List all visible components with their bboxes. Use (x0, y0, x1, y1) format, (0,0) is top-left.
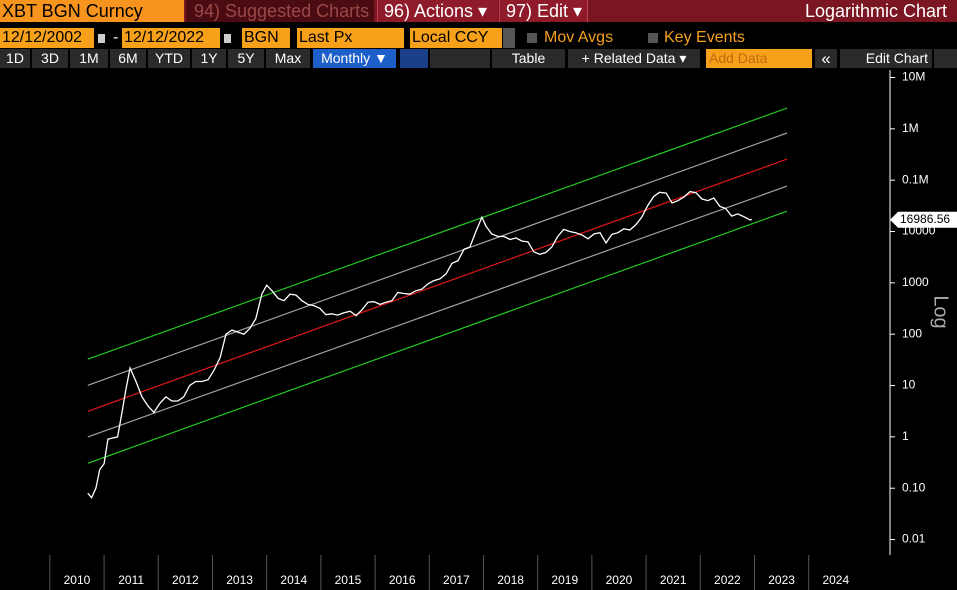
field[interactable]: Last Px (297, 28, 404, 48)
collapse[interactable]: « (815, 49, 837, 68)
chart-icons[interactable] (430, 49, 490, 68)
y-tick-label: 10 (902, 378, 916, 392)
x-tick-label: 2018 (497, 573, 524, 587)
edit-chart[interactable]: Edit Chart (840, 49, 932, 68)
x-tick-label: 2016 (389, 573, 416, 587)
line-icon[interactable] (400, 49, 428, 68)
calendar-icon[interactable] (96, 32, 107, 45)
calendar-icon[interactable] (222, 32, 233, 45)
related-data[interactable]: + Related Data ▾ (568, 49, 700, 68)
x-tick-label: 2019 (551, 573, 578, 587)
x-tick-label: 2014 (280, 573, 307, 587)
currency[interactable]: Local CCY (410, 28, 502, 48)
last-value-label: 16986.56 (900, 212, 950, 226)
x-tick-label: 2017 (443, 573, 470, 587)
x-tick-label: 2021 (660, 573, 687, 587)
y-tick-label: 0.10 (902, 480, 926, 494)
x-tick-label: 2011 (118, 573, 144, 587)
line (87, 132, 788, 386)
checkbox[interactable] (648, 33, 658, 43)
security[interactable]: XBT BGN Curncy (0, 0, 184, 22)
x-tick-label: 2010 (64, 573, 91, 587)
y-tick-label: 0.1M (902, 172, 929, 186)
edit-menu[interactable]: 97) Edit ▾ (499, 0, 588, 22)
mov-avgs[interactable]: Mov Avgs (544, 29, 614, 46)
y-tick-label: 10M (902, 70, 925, 84)
key-events[interactable]: Key Events (664, 29, 745, 46)
checkbox[interactable] (527, 33, 537, 43)
x-tick-label: 2012 (172, 573, 199, 587)
chart-mode: Logarithmic Chart (804, 1, 947, 21)
period-button[interactable]: 1M (70, 49, 108, 68)
y-tick-label: 1 (902, 429, 909, 443)
y-tick-label: 1M (902, 121, 919, 135)
period-button[interactable]: 1D (0, 49, 30, 68)
line (87, 190, 752, 500)
y-tick-label: 1000 (902, 275, 929, 289)
period-button[interactable]: 1Y (192, 49, 226, 68)
add-data[interactable]: Add Data (706, 49, 812, 68)
x-tick-label: 2020 (606, 573, 633, 587)
period-button[interactable]: 3D (32, 49, 68, 68)
source[interactable]: BGN (242, 28, 290, 48)
suggested-charts[interactable]: 94) Suggested Charts (186, 0, 374, 22)
table-button[interactable]: Table (492, 49, 565, 68)
y-tick-label: 100 (902, 326, 922, 340)
line (87, 185, 788, 438)
date-separator: - (113, 29, 119, 46)
actions-menu[interactable]: 96) Actions ▾ (377, 0, 498, 22)
x-tick-label: 2015 (335, 573, 362, 587)
line (87, 158, 788, 412)
period-button[interactable]: 6M (110, 49, 146, 68)
period-button[interactable]: YTD (148, 49, 190, 68)
line (87, 107, 788, 360)
start-date[interactable]: 12/12/2002 (0, 28, 94, 48)
currency-dropdown[interactable] (503, 28, 515, 48)
x-tick-label: 2022 (714, 573, 741, 587)
y-tick-label: 0.01 (902, 532, 926, 546)
settings-icon[interactable] (934, 49, 957, 68)
period-button[interactable]: Max (266, 49, 310, 68)
period-button[interactable]: 5Y (228, 49, 264, 68)
end-date[interactable]: 12/12/2022 (122, 28, 220, 48)
y-axis-label: Log (930, 295, 952, 328)
x-tick-label: 2024 (822, 573, 849, 587)
x-tick-label: 2013 (226, 573, 253, 587)
frequency[interactable]: Monthly ▼ (313, 49, 396, 68)
last-value-box (890, 211, 957, 228)
x-tick-label: 2023 (768, 573, 795, 587)
line (87, 210, 788, 464)
